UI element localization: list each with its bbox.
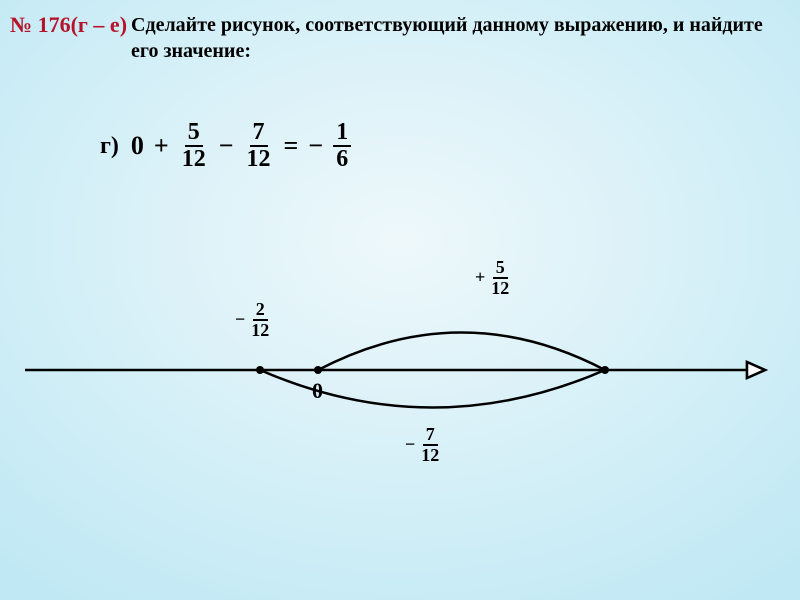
fraction-1-6: 1 6	[333, 120, 351, 172]
diagram-svg	[25, 240, 775, 500]
arc-bottom-label: − 7 12	[405, 425, 442, 465]
neg-point-label: − 2 12	[235, 300, 272, 340]
part-label: г)	[100, 133, 119, 160]
fraction-7-12: 7 12	[244, 120, 274, 172]
equals-op: =	[284, 131, 299, 161]
header: № 176(г – е) Сделайте рисунок, соответст…	[10, 12, 790, 64]
minus-op: −	[219, 131, 234, 161]
zero-term: 0	[131, 131, 144, 161]
rhs-sign: −	[308, 131, 323, 161]
plus-op: +	[154, 131, 169, 161]
equation: 0 + 5 12 − 7 12 = − 1 6	[131, 120, 351, 172]
problem-number: № 176(г – е)	[10, 12, 127, 38]
equation-row: г) 0 + 5 12 − 7 12 = − 1 6	[100, 120, 351, 172]
fraction-5-12: 5 12	[179, 120, 209, 172]
zero-label: 0	[312, 378, 323, 404]
arc-top-label: + 5 12	[475, 258, 512, 298]
number-line-diagram: + 5 12 − 7 12 − 2 12 0	[25, 240, 775, 500]
instruction-text: Сделайте рисунок, соответствующий данном…	[131, 12, 790, 64]
